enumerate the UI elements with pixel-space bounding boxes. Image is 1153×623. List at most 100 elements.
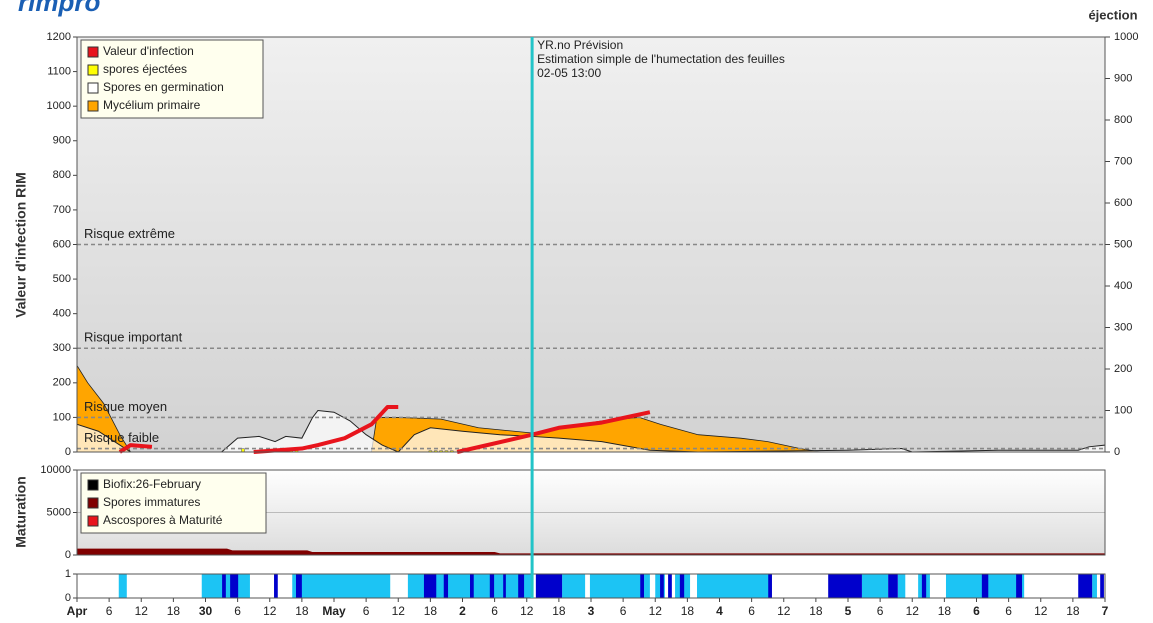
risk-label: Risque moyen — [84, 399, 167, 414]
x-tick-label: 6 — [491, 604, 498, 618]
x-tick-label: 6 — [234, 604, 241, 618]
wetness-band — [222, 574, 226, 598]
wetness-band — [861, 574, 889, 598]
wetness-band — [295, 574, 302, 598]
wetness-band — [118, 574, 127, 598]
legend-label: spores éjectées — [103, 62, 187, 76]
y-tick-label: 0 — [65, 549, 71, 561]
x-tick-label: 12 — [392, 604, 406, 618]
wetness-band — [768, 574, 772, 598]
x-tick-label: 12 — [520, 604, 534, 618]
y2-tick-label: 1000 — [1114, 31, 1138, 43]
wetness-band — [1100, 574, 1104, 598]
x-tick-label: 3 — [588, 604, 595, 618]
x-tick-label: 18 — [1066, 604, 1080, 618]
x-tick-label: 6 — [620, 604, 627, 618]
legend-swatch — [87, 479, 99, 491]
wetness-band — [292, 574, 391, 598]
wetness-band — [443, 574, 449, 598]
wetness-band — [274, 574, 278, 598]
legend-swatch — [87, 82, 99, 94]
wetness-band — [640, 574, 645, 598]
y-tick-label: 1100 — [47, 65, 71, 77]
y-tick-label: 1 — [65, 568, 71, 580]
x-tick-label: 12 — [135, 604, 149, 618]
legend-label: Ascospores à Maturité — [103, 513, 223, 527]
x-tick-label: 7 — [1102, 604, 1109, 618]
x-tick-label: 6 — [973, 604, 980, 618]
y2-axis-label: éjection — [1088, 7, 1137, 22]
legend-label: Spores immatures — [103, 495, 200, 509]
wetness-band — [679, 574, 685, 598]
wetness-band — [503, 574, 506, 598]
wetness-band — [981, 574, 989, 598]
wetness-band — [518, 574, 525, 598]
legend-label: Mycélium primaire — [103, 98, 201, 112]
wetness-band — [469, 574, 474, 598]
x-tick-label: 12 — [777, 604, 791, 618]
x-tick-label: Apr — [67, 604, 88, 618]
legend-swatch — [87, 100, 99, 112]
y2-tick-label: 900 — [1114, 72, 1132, 84]
y2-tick-label: 800 — [1114, 114, 1132, 126]
wetness-band — [697, 574, 770, 598]
forecast-note: Estimation simple de l'humectation des f… — [537, 52, 785, 66]
plot-frame — [76, 469, 1106, 556]
legend-swatch — [87, 497, 99, 509]
wetness-band — [921, 574, 927, 598]
wetness-band — [535, 574, 563, 598]
wetness-band — [489, 574, 495, 598]
wetness-band — [660, 574, 664, 598]
wetness-band — [1016, 574, 1023, 598]
legend-box — [80, 39, 264, 119]
y-tick-label: 200 — [53, 377, 71, 389]
x-tick-label: 6 — [877, 604, 884, 618]
risk-label: Risque extrême — [84, 226, 175, 241]
y2-tick-label: 600 — [1114, 197, 1132, 209]
x-tick-label: 6 — [748, 604, 755, 618]
wetness-band — [562, 574, 586, 598]
line — [118, 405, 651, 454]
y2-tick-label: 100 — [1114, 404, 1132, 416]
y-tick-label: 100 — [53, 411, 71, 423]
wetness-band — [888, 574, 898, 598]
x-tick-label: May — [322, 604, 346, 618]
x-tick-label: 18 — [424, 604, 438, 618]
x-tick-label: 18 — [938, 604, 952, 618]
x-tick-label: 12 — [263, 604, 277, 618]
risk-label: Risque faible — [84, 430, 159, 445]
x-tick-label: 18 — [681, 604, 695, 618]
y-tick-label: 600 — [53, 238, 71, 250]
wetness-band — [828, 574, 862, 598]
y-tick-label: 0 — [65, 592, 71, 604]
legend-label: Valeur d'infection — [103, 44, 194, 58]
x-tick-label: 18 — [167, 604, 181, 618]
wetness-band — [589, 574, 650, 598]
y2-tick-label: 0 — [1114, 446, 1120, 458]
wetness-band — [201, 574, 250, 598]
plot-frame — [76, 36, 1106, 453]
y-tick-label: 5000 — [47, 506, 71, 518]
x-tick-label: 6 — [363, 604, 370, 618]
x-tick-label: 12 — [649, 604, 663, 618]
forecast-note: YR.no Prévision — [537, 38, 623, 52]
x-tick-label: 5 — [845, 604, 852, 618]
y-tick-label: 500 — [53, 273, 71, 285]
y2-tick-label: 200 — [1114, 363, 1132, 375]
y-tick-label: 800 — [53, 169, 71, 181]
legend-box — [80, 472, 267, 534]
legend-swatch — [87, 46, 99, 58]
y-tick-label: 1000 — [47, 100, 71, 112]
risk-label: Risque important — [84, 330, 183, 345]
legend-swatch — [87, 64, 99, 76]
wetness-band — [668, 574, 672, 598]
x-tick-label: 18 — [552, 604, 566, 618]
x-tick-label: 2 — [459, 604, 466, 618]
y-axis-label: Maturation — [13, 476, 29, 548]
wetness-band — [1092, 574, 1097, 598]
x-tick-label: 6 — [1005, 604, 1012, 618]
legend-label: Spores en germination — [103, 80, 224, 94]
y-tick-label: 0 — [65, 446, 71, 458]
